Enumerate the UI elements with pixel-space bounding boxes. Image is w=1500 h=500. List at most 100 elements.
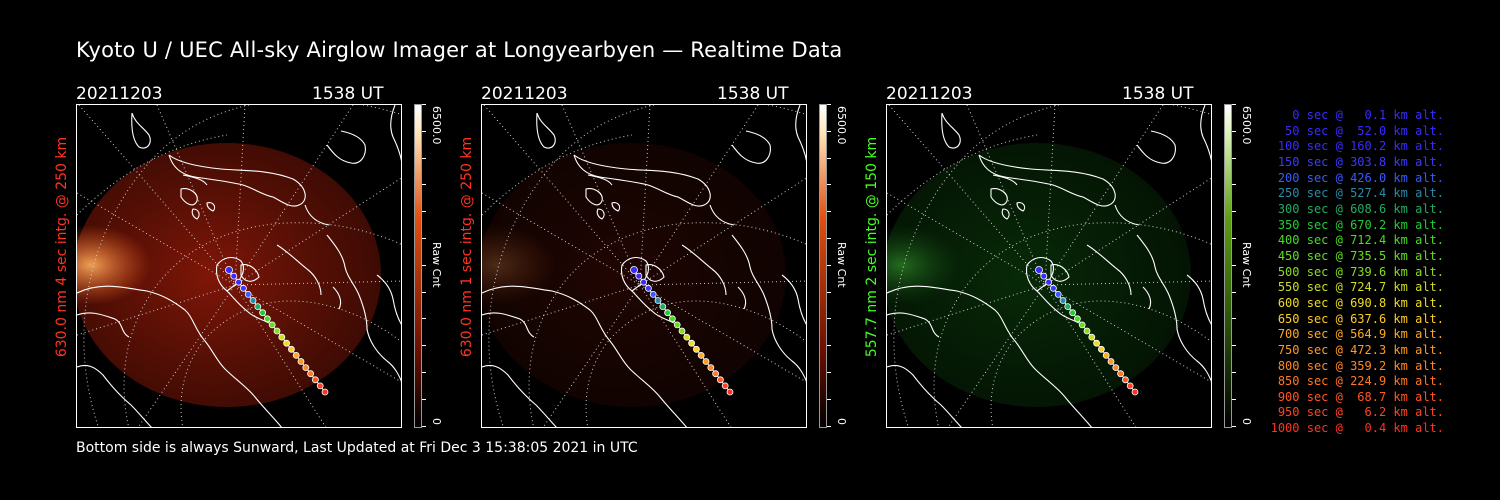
grid-line (528, 222, 806, 427)
trajectory-point (1126, 382, 1134, 390)
coastline (326, 234, 401, 382)
color-bar-tick (422, 130, 426, 132)
trajectory-point (259, 309, 267, 317)
panel-wavelength-label: 630.0 nm 1 sec intg. @ 250 km (459, 136, 475, 358)
grid-line (156, 105, 236, 286)
color-bar-tick (827, 130, 831, 132)
color-bar-tick (1232, 211, 1236, 213)
grid-line (990, 300, 1211, 427)
grid-line (639, 284, 732, 427)
trajectory-point (1121, 376, 1129, 384)
color-bar-tick (827, 372, 831, 373)
footer-note: Bottom side is always Sunward, Last Upda… (76, 440, 638, 456)
trajectory-point (273, 327, 281, 335)
coastline (681, 244, 727, 296)
trajectory-point (287, 345, 295, 353)
trajectory-point (302, 364, 310, 372)
grid-line (585, 300, 806, 427)
color-bar-tick (827, 291, 831, 293)
legend-entry: 800 sec @ 359.2 km alt. (1277, 358, 1444, 373)
trajectory-point (230, 272, 238, 280)
legend-entry: 900 sec @ 68.7 km alt. (1277, 389, 1444, 404)
color-bar-min: 0 (430, 418, 443, 425)
grid-line (966, 105, 1046, 286)
airglow-bright-region (482, 225, 556, 305)
coastline (1114, 204, 1140, 226)
trajectory-point (692, 345, 700, 353)
color-bar-tick (422, 238, 426, 239)
allsky-map (482, 105, 806, 427)
trajectory-point (726, 388, 734, 396)
color-bar-tick (422, 157, 426, 159)
trajectory-point (1035, 266, 1043, 274)
coastline (1186, 274, 1211, 325)
trajectory-point (1059, 297, 1067, 304)
color-bar-tick (422, 184, 426, 186)
coastline (941, 112, 961, 149)
coastline (990, 188, 1008, 206)
trajectory-point (321, 388, 329, 396)
trajectory-point (635, 272, 643, 280)
panel-time: 1538 UT (717, 84, 789, 104)
trajectory-point (1107, 358, 1115, 365)
airglow-emission (482, 143, 786, 407)
legend-entry: 250 sec @ 527.4 km alt. (1277, 186, 1444, 201)
trajectory-point (1040, 272, 1048, 280)
trajectory-point (649, 290, 657, 298)
coastline (168, 154, 306, 207)
legend-entry: 1000 sec @ 0.4 km alt. (1270, 421, 1444, 436)
trajectory-point (1088, 333, 1096, 341)
panel-wavelength-label: 557.7 nm 2 sec intg. @ 150 km (864, 136, 880, 358)
image-panel-1: 20211203 1538 UT 630.0 nm 4 sec intg. @ … (54, 84, 496, 434)
trajectory-point (263, 315, 271, 323)
color-bar-tick (827, 211, 831, 213)
coastline (887, 285, 1093, 427)
color-bar-tick (1232, 184, 1236, 186)
color-bar-tick (422, 345, 426, 347)
grid-line (482, 192, 641, 286)
legend-entry: 600 sec @ 690.8 km alt. (1277, 295, 1444, 310)
trajectory-point (712, 370, 720, 378)
panel-wavelength-label: 630.0 nm 4 sec intg. @ 250 km (54, 136, 70, 358)
trajectory-point (1064, 303, 1072, 311)
image-panel-2: 20211203 1538 UT 630.0 nm 1 sec intg. @ … (459, 84, 901, 434)
trajectory-point (644, 284, 652, 292)
trajectory-point (640, 278, 648, 286)
trajectory-point (244, 290, 252, 298)
color-bar-tick (827, 318, 831, 320)
trajectory-point (654, 297, 662, 304)
color-bar-tick (422, 398, 426, 400)
color-bar-tick (1232, 264, 1236, 266)
legend-entry: 500 sec @ 739.6 km alt. (1277, 264, 1444, 279)
trajectory-point (683, 333, 691, 341)
color-bar-tick (422, 425, 426, 427)
coastline (77, 285, 283, 427)
grid-line (77, 192, 236, 286)
airglow-emission (887, 143, 1191, 407)
color-bar-tick (1232, 345, 1236, 347)
panel-time: 1538 UT (312, 84, 384, 104)
coastline (887, 364, 962, 427)
color-bar-tick (1232, 238, 1236, 239)
legend-entry: 700 sec @ 564.9 km alt. (1277, 327, 1444, 342)
panel-date: 20211203 (481, 84, 568, 104)
coastline (276, 244, 322, 296)
coastline (240, 264, 260, 282)
legend-entry: 50 sec @ 52.0 km alt. (1285, 123, 1444, 138)
coastline (1136, 130, 1176, 164)
grid-line (83, 105, 401, 427)
grid-line (933, 222, 1211, 427)
color-bar-tick (1232, 291, 1236, 293)
airglow-bright-region (887, 225, 961, 305)
coastline (731, 234, 806, 382)
color-bar-min: 0 (835, 418, 848, 425)
coastline (1142, 286, 1152, 310)
legend-entry: 0 sec @ 0.1 km alt. (1292, 108, 1444, 122)
legend-entry: 400 sec @ 712.4 km alt. (1277, 233, 1444, 248)
coastline (1086, 244, 1132, 296)
color-bar-max: 6500.0 (430, 106, 443, 145)
coastline (332, 286, 342, 310)
trajectory-point (239, 284, 247, 292)
coastline (376, 274, 401, 325)
color-bar-max: 6500.0 (1240, 106, 1253, 145)
